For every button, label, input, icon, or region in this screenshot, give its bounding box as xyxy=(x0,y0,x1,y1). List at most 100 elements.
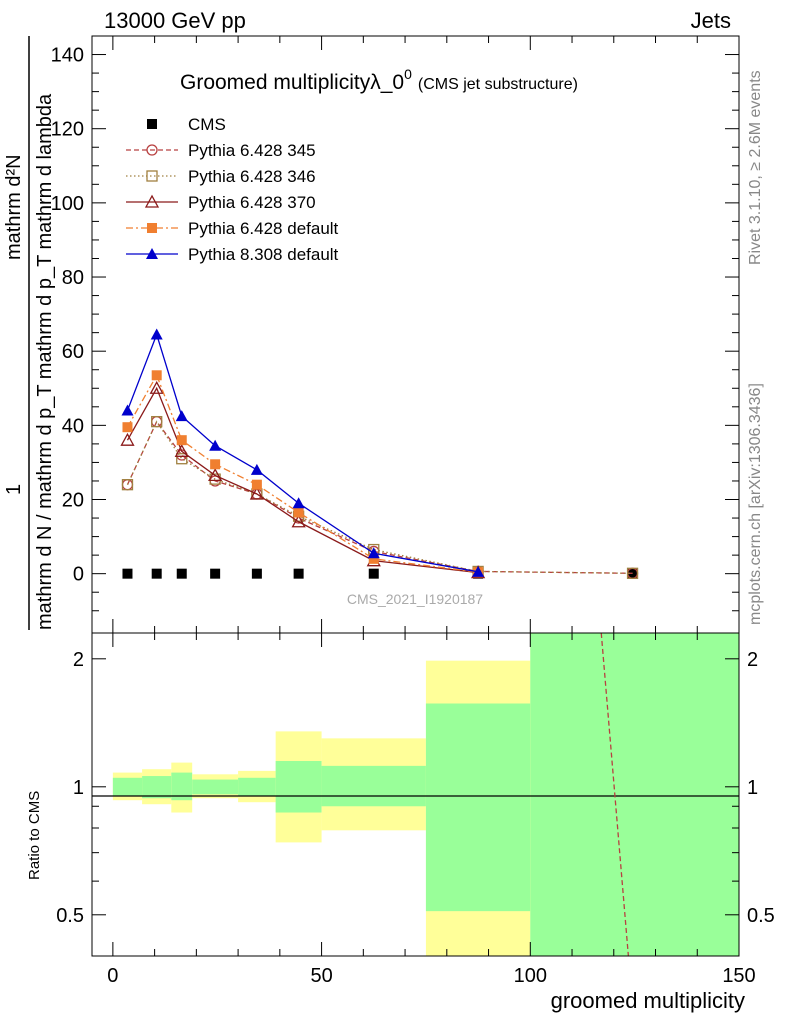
data-point xyxy=(121,404,134,416)
ratio-tick-label-right: 2 xyxy=(747,649,758,671)
data-point xyxy=(251,479,262,490)
data-point xyxy=(149,380,164,394)
header-mcplots-label: mcplots.cern.ch [arXiv:1306.3436] xyxy=(747,383,764,625)
data-point xyxy=(175,410,188,422)
y-tick-label: 140 xyxy=(51,45,84,67)
data-point xyxy=(210,459,221,470)
data-point xyxy=(176,435,187,446)
ratio-tick-label-right: 1 xyxy=(747,777,758,799)
ratio-bands xyxy=(112,633,739,956)
data-point xyxy=(209,439,222,451)
legend-marker xyxy=(146,144,158,156)
legend-entry-pythia-6-428-345: Pythia 6.428 345 xyxy=(126,141,316,160)
ratio-band-inner xyxy=(171,772,193,801)
legend-marker xyxy=(146,170,158,182)
chart-title: Groomed multiplicityλ_00 (CMS jet substru… xyxy=(180,66,578,94)
data-point xyxy=(293,568,304,579)
y-tick-label: 80 xyxy=(62,267,84,289)
ratio-band-inner xyxy=(112,777,143,797)
data-point xyxy=(121,479,134,491)
y-tick-label: 60 xyxy=(62,341,84,363)
header-jets-label: Jets xyxy=(691,8,731,33)
legend-label: Pythia 6.428 345 xyxy=(188,141,316,160)
legend-marker xyxy=(147,223,157,233)
legend-label: Pythia 6.428 346 xyxy=(188,167,316,186)
ratio-plot-frame xyxy=(91,632,740,957)
ratio-tick-label-right: 0.5 xyxy=(747,905,775,927)
ratio-tick-label-left: 0.5 xyxy=(56,905,84,927)
y-axis-label-denominator: mathrm d N / mathrm d p_T mathrm d p_T m… xyxy=(34,93,56,630)
chart-subtitle: (CMS jet substructure) xyxy=(418,76,578,93)
x-tick-label: 150 xyxy=(722,965,755,987)
x-tick-label: 100 xyxy=(514,965,547,987)
data-point xyxy=(151,370,162,381)
data-point xyxy=(122,568,133,579)
legend-marker xyxy=(147,119,157,129)
header-energy-label: 13000 GeV pp xyxy=(104,8,246,33)
legend: CMS Pythia 6.428 345 Pythia 6.428 346 Pythi… xyxy=(126,115,339,264)
chart-title-main: Groomed multiplicityλ_0 xyxy=(180,71,404,94)
legend-label: Pythia 8.308 default xyxy=(188,245,339,264)
x-tick-label: 0 xyxy=(107,965,118,987)
ratio-plot-ticks xyxy=(92,633,740,956)
series-cms xyxy=(122,568,638,579)
ratio-band-inner xyxy=(275,760,322,813)
legend-marker xyxy=(146,248,158,259)
legend-label: Pythia 6.428 370 xyxy=(188,193,316,212)
chart-title-superscript: 0 xyxy=(404,66,412,82)
series-line-pythia-6-428-370 xyxy=(126,386,479,574)
ratio-tick-label-left: 2 xyxy=(73,649,84,671)
data-point xyxy=(174,443,189,457)
data-point xyxy=(293,507,304,518)
header-rivet-label: Rivet 3.1.10, ≥ 2.6M events xyxy=(747,70,764,265)
series-line-pythia-6-428-345 xyxy=(126,420,633,574)
series-line-pythia-8-308-default xyxy=(126,332,479,573)
y-axis-label-numerator: mathrm d²N xyxy=(3,154,25,260)
y-tick-label: 40 xyxy=(62,415,84,437)
series-line-pythia-6-428-default xyxy=(126,373,479,573)
data-point xyxy=(367,547,380,559)
chart-watermark: CMS_2021_I1920187 xyxy=(347,591,483,607)
data-point xyxy=(250,463,263,475)
ratio-plot: 0.5 0.5 1 1 2 2 0 50 100 150 Ratio to CMS groome… xyxy=(26,632,775,1013)
data-point xyxy=(120,432,135,446)
data-point xyxy=(151,568,162,579)
ratio-curve-pythia-6428-345 xyxy=(600,632,630,957)
y-tick-label: 0 xyxy=(73,564,84,586)
main-plot: 0 20 40 60 80 100 120 140 Groomed multiplicityλ… xyxy=(3,35,740,634)
legend-entry-pythia-6-428-370: Pythia 6.428 370 xyxy=(126,193,316,212)
data-point xyxy=(122,422,133,433)
data-point xyxy=(627,568,638,579)
ratio-axis-label: Ratio to CMS xyxy=(26,791,43,880)
data-point xyxy=(368,568,379,579)
data-point xyxy=(151,415,163,428)
data-point xyxy=(176,568,187,579)
ratio-band-inner xyxy=(530,633,739,956)
main-plot-series xyxy=(120,328,639,579)
legend-entry-pythia-6-428-346: Pythia 6.428 346 xyxy=(126,167,316,186)
ratio-band-inner xyxy=(142,776,172,799)
data-point xyxy=(150,328,163,340)
series-pythia-8-308-default xyxy=(121,328,485,577)
series-pythia-6-428-370 xyxy=(120,380,486,579)
series-line-pythia-6-428-346 xyxy=(126,420,633,574)
y-tick-label: 120 xyxy=(51,119,84,141)
ratio-band-inner xyxy=(425,703,531,912)
data-point xyxy=(249,486,264,500)
legend-entry-pythia-6-428-default: Pythia 6.428 default xyxy=(126,219,339,238)
x-tick-label: 50 xyxy=(310,965,332,987)
legend-label: Pythia 6.428 default xyxy=(188,219,339,238)
data-point xyxy=(210,568,221,579)
data-point xyxy=(208,468,223,482)
ratio-plot-y-tick-labels: 0.5 0.5 1 1 2 2 xyxy=(56,649,775,927)
ratio-band-inner xyxy=(238,777,276,797)
data-point xyxy=(176,453,188,465)
x-axis-label: groomed multiplicity xyxy=(551,988,745,1013)
legend-entry-pythia-8-308-default: Pythia 8.308 default xyxy=(126,245,339,264)
main-plot-ticks xyxy=(92,36,740,633)
data-point xyxy=(291,514,306,528)
y-tick-label: 20 xyxy=(62,490,84,512)
legend-label: CMS xyxy=(188,115,226,134)
y-tick-label: 100 xyxy=(51,193,84,215)
